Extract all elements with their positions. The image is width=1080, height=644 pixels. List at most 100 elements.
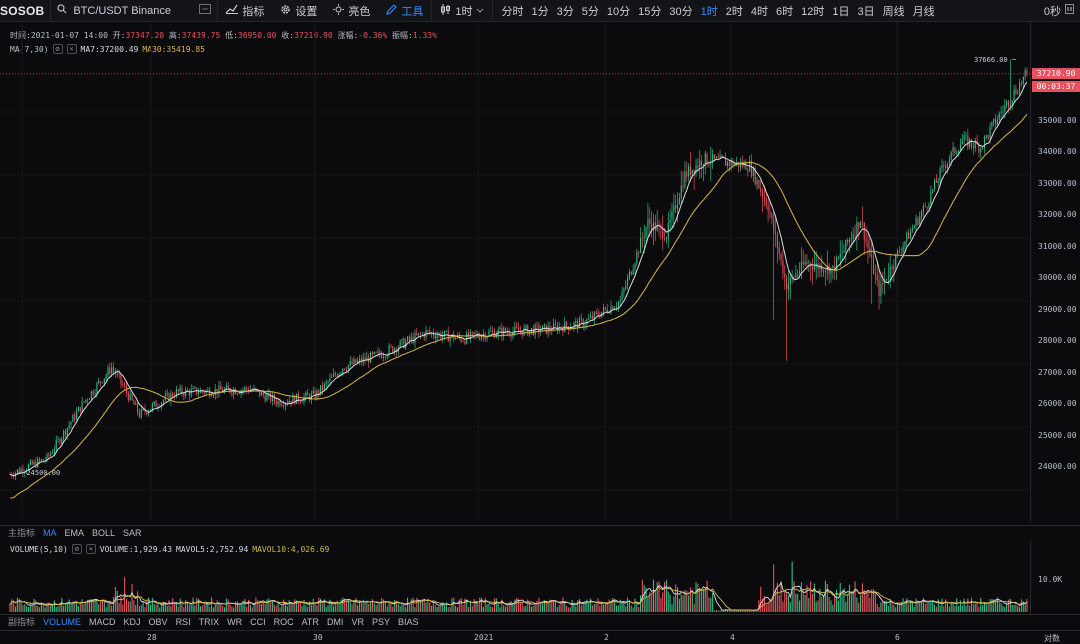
main-indicator-tab[interactable]: SAR	[123, 527, 142, 538]
refresh-label: 0秒	[1043, 5, 1061, 18]
candle-body	[325, 382, 327, 384]
volume-bar	[338, 601, 340, 612]
interval-button[interactable]: 1时	[700, 5, 718, 18]
volume-bar	[608, 599, 610, 612]
settings-icon[interactable]: ⚙	[71, 544, 82, 554]
main-indicator-tab[interactable]: BOLL	[92, 527, 116, 538]
main-indicator-tab[interactable]: MA	[43, 527, 57, 538]
candle-body	[218, 385, 220, 395]
close-icon[interactable]: ×	[66, 44, 77, 54]
candle-body	[39, 458, 41, 461]
interval-button[interactable]: 3分	[556, 5, 574, 18]
candle-body	[839, 253, 841, 258]
sub-indicator-tab[interactable]: KDJ	[123, 616, 141, 627]
sub-indicator-tab[interactable]: CCI	[250, 616, 266, 627]
sub-indicator-tab[interactable]: OBV	[148, 616, 168, 627]
chart-type-button[interactable]: 1时	[432, 0, 492, 22]
volume-bar	[730, 610, 732, 612]
volume-bar	[76, 602, 78, 612]
interval-button[interactable]: 30分	[669, 5, 693, 18]
candle-body	[240, 390, 242, 394]
volume-bar	[569, 607, 571, 612]
interval-button[interactable]: 12时	[801, 5, 825, 18]
sub-indicator-tab[interactable]: ATR	[301, 616, 319, 627]
volume-bar	[519, 601, 521, 612]
volume-bar	[105, 607, 107, 612]
sub-indicator-tab[interactable]: TRIX	[198, 616, 220, 627]
sub-indicator-tab[interactable]: PSY	[371, 616, 390, 627]
interval-button[interactable]: 3日	[857, 5, 875, 18]
close-icon[interactable]: ×	[85, 544, 96, 554]
candle-body	[871, 255, 873, 258]
refresh-control[interactable]: 0秒	[1044, 3, 1080, 19]
price-axis-tick: 29000.00	[1038, 305, 1077, 314]
interval-button[interactable]: 1分	[531, 5, 549, 18]
price-axis[interactable]: 36000.0035000.0034000.0033000.0032000.00…	[1030, 22, 1080, 522]
sub-indicator-tab[interactable]: ROC	[273, 616, 294, 627]
volume-bar	[194, 605, 196, 612]
candle-body	[787, 283, 790, 290]
volume-bar	[412, 597, 414, 612]
candle-body	[863, 222, 865, 240]
interval-button[interactable]: 1日	[832, 5, 850, 18]
interval-button[interactable]: 6时	[775, 5, 794, 18]
log-scale-button[interactable]: 对数	[1044, 634, 1060, 643]
volume-chart[interactable]	[0, 540, 1030, 614]
volume-bar	[686, 590, 688, 612]
volume-bar	[220, 603, 222, 612]
low-marker: ← 24500.00	[18, 469, 61, 477]
candle-body	[70, 421, 72, 425]
candle-body	[713, 154, 716, 159]
candle-body	[510, 335, 512, 337]
candle-body	[277, 400, 279, 405]
candle-body	[593, 311, 595, 319]
interval-button[interactable]: 4时	[750, 5, 768, 18]
logo[interactable]: SOSOB	[0, 3, 45, 18]
interval-button[interactable]: 10分	[606, 5, 631, 18]
tools-button[interactable]: 工具	[378, 0, 431, 22]
compare-icon[interactable]	[199, 4, 212, 17]
sub-indicator-tab[interactable]: DMI	[326, 616, 344, 627]
volume-bar	[288, 600, 290, 612]
volume-bar	[314, 602, 316, 612]
interval-button[interactable]: 5分	[581, 5, 599, 18]
time-axis[interactable]: 对数 28 30 2021 2 4 6	[0, 630, 1080, 644]
candle-body	[643, 236, 645, 239]
volume-bar	[841, 590, 843, 612]
interval-button[interactable]: 周线	[882, 5, 905, 18]
interval-button[interactable]: 2时	[725, 5, 743, 18]
interval-button[interactable]: 15分	[638, 5, 662, 18]
symbol-selector[interactable]: BTC/USDT Binance	[50, 0, 219, 22]
volume-bar	[911, 602, 913, 612]
volume-bar	[797, 593, 799, 612]
candle-body	[479, 337, 481, 340]
volume-bar	[416, 597, 418, 612]
candle-body	[545, 324, 547, 334]
sub-indicator-tab[interactable]: BIAS	[397, 616, 419, 627]
main-indicator-tab[interactable]: EMA	[64, 527, 85, 538]
play-icon[interactable]	[1065, 4, 1074, 17]
theme-button[interactable]: 亮色	[325, 0, 378, 22]
candle-body	[874, 273, 876, 275]
sub-indicator-tab[interactable]: WR	[227, 616, 243, 627]
candle-body	[512, 331, 514, 337]
volume-bar	[586, 599, 588, 612]
settings-icon[interactable]: ⚙	[52, 44, 63, 54]
candle-body	[153, 401, 155, 405]
interval-button[interactable]: 分时	[501, 5, 524, 18]
price-chart[interactable]	[0, 22, 1080, 522]
volume-bar	[725, 609, 727, 612]
sub-indicator-tab[interactable]: VOLUME	[43, 616, 82, 627]
volume-bar	[429, 602, 431, 612]
candle-body	[1000, 112, 1002, 114]
indicators-button[interactable]: 指标	[218, 0, 272, 22]
interval-button[interactable]: 月线	[912, 5, 935, 18]
candle-body	[22, 468, 24, 473]
sub-indicator-tab[interactable]: MACD	[89, 616, 116, 627]
sub-indicator-tab[interactable]: RSI	[175, 616, 191, 627]
settings-button[interactable]: 设置	[272, 0, 325, 22]
candle-body	[771, 214, 773, 219]
sub-indicator-tab[interactable]: VR	[351, 616, 364, 627]
candle-body	[823, 271, 825, 273]
candle-body	[79, 406, 81, 412]
